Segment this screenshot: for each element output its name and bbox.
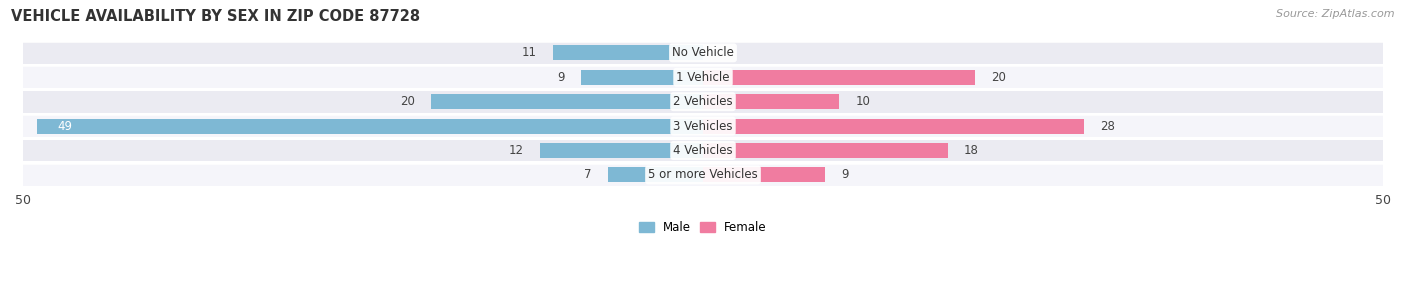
Legend: Male, Female: Male, Female <box>634 217 772 239</box>
Text: 28: 28 <box>1099 120 1115 133</box>
Bar <box>703 143 948 158</box>
Text: 9: 9 <box>557 71 564 84</box>
Text: 49: 49 <box>58 120 72 133</box>
Text: 10: 10 <box>855 95 870 108</box>
Bar <box>607 167 703 182</box>
Text: 12: 12 <box>509 144 523 157</box>
Bar <box>554 45 703 60</box>
Text: 1 Vehicle: 1 Vehicle <box>676 71 730 84</box>
Text: 20: 20 <box>399 95 415 108</box>
Text: 5 or more Vehicles: 5 or more Vehicles <box>648 168 758 181</box>
Bar <box>22 164 1384 186</box>
Text: No Vehicle: No Vehicle <box>672 46 734 59</box>
Bar <box>703 167 825 182</box>
Bar <box>432 94 703 109</box>
Bar <box>581 70 703 85</box>
Text: 9: 9 <box>842 168 849 181</box>
Text: 18: 18 <box>965 144 979 157</box>
Text: Source: ZipAtlas.com: Source: ZipAtlas.com <box>1277 9 1395 19</box>
Bar <box>22 115 1384 137</box>
Bar <box>22 66 1384 88</box>
Text: 3 Vehicles: 3 Vehicles <box>673 120 733 133</box>
Text: 20: 20 <box>991 71 1007 84</box>
Text: 7: 7 <box>583 168 592 181</box>
Text: 2 Vehicles: 2 Vehicles <box>673 95 733 108</box>
Bar <box>22 139 1384 162</box>
Bar <box>703 70 974 85</box>
Bar <box>703 119 1084 134</box>
Bar <box>703 94 839 109</box>
Text: 4 Vehicles: 4 Vehicles <box>673 144 733 157</box>
Bar <box>37 119 703 134</box>
Bar <box>540 143 703 158</box>
Bar <box>22 91 1384 113</box>
Text: VEHICLE AVAILABILITY BY SEX IN ZIP CODE 87728: VEHICLE AVAILABILITY BY SEX IN ZIP CODE … <box>11 9 420 24</box>
Bar <box>22 42 1384 64</box>
Text: 11: 11 <box>522 46 537 59</box>
